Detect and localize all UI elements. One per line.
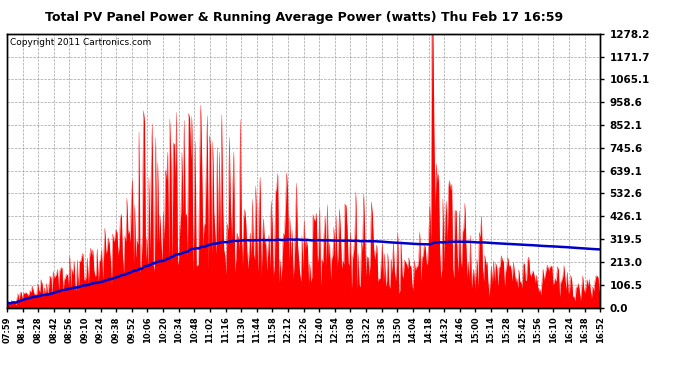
Text: Total PV Panel Power & Running Average Power (watts) Thu Feb 17 16:59: Total PV Panel Power & Running Average P… [45,11,562,24]
Text: Copyright 2011 Cartronics.com: Copyright 2011 Cartronics.com [10,38,151,47]
